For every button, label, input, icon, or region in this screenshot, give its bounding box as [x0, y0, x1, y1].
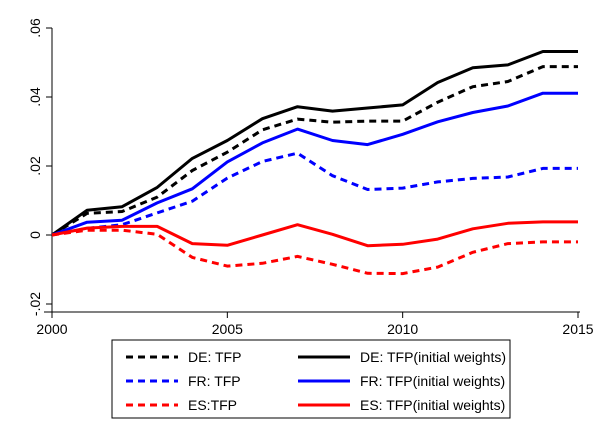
series-line-fr-tfp — [51, 151, 578, 237]
legend-label: FR: TFP(initial weights) — [360, 373, 505, 389]
legend-label: DE: TFP(initial weights) — [360, 349, 506, 365]
series-line-de-tfp — [51, 65, 578, 237]
series-line-de-tfp-initial-weights — [51, 50, 578, 237]
series-line-es-tfp-initial-weights — [51, 220, 578, 248]
chart-legend: DE: TFP DE: TFP(initial weights) FR: TFP FR… — [111, 339, 511, 419]
series-line-fr-tfp-initial-weights — [51, 91, 578, 237]
y-tick-label: -.02 — [27, 292, 43, 316]
legend-label: DE: TFP — [188, 349, 241, 365]
chart-axes: -.02 0 .02 .04 .06 2000 2005 2010 2015 — [27, 18, 594, 337]
y-tick-label: .04 — [27, 87, 43, 107]
x-tick-label: 2015 — [562, 321, 593, 337]
chart-series-lines — [51, 50, 578, 276]
legend-label: FR: TFP — [188, 373, 241, 389]
y-tick-label: .06 — [27, 18, 43, 38]
series-line-es-tfp — [51, 228, 578, 276]
legend-label: ES:TFP — [188, 397, 237, 413]
x-tick-label: 2010 — [387, 321, 418, 337]
y-tick-label: 0 — [27, 231, 43, 239]
x-tick-label: 2000 — [36, 321, 67, 337]
x-tick-label: 2005 — [212, 321, 243, 337]
legend-label: ES: TFP(initial weights) — [360, 397, 505, 413]
y-tick-label: .02 — [27, 156, 43, 176]
